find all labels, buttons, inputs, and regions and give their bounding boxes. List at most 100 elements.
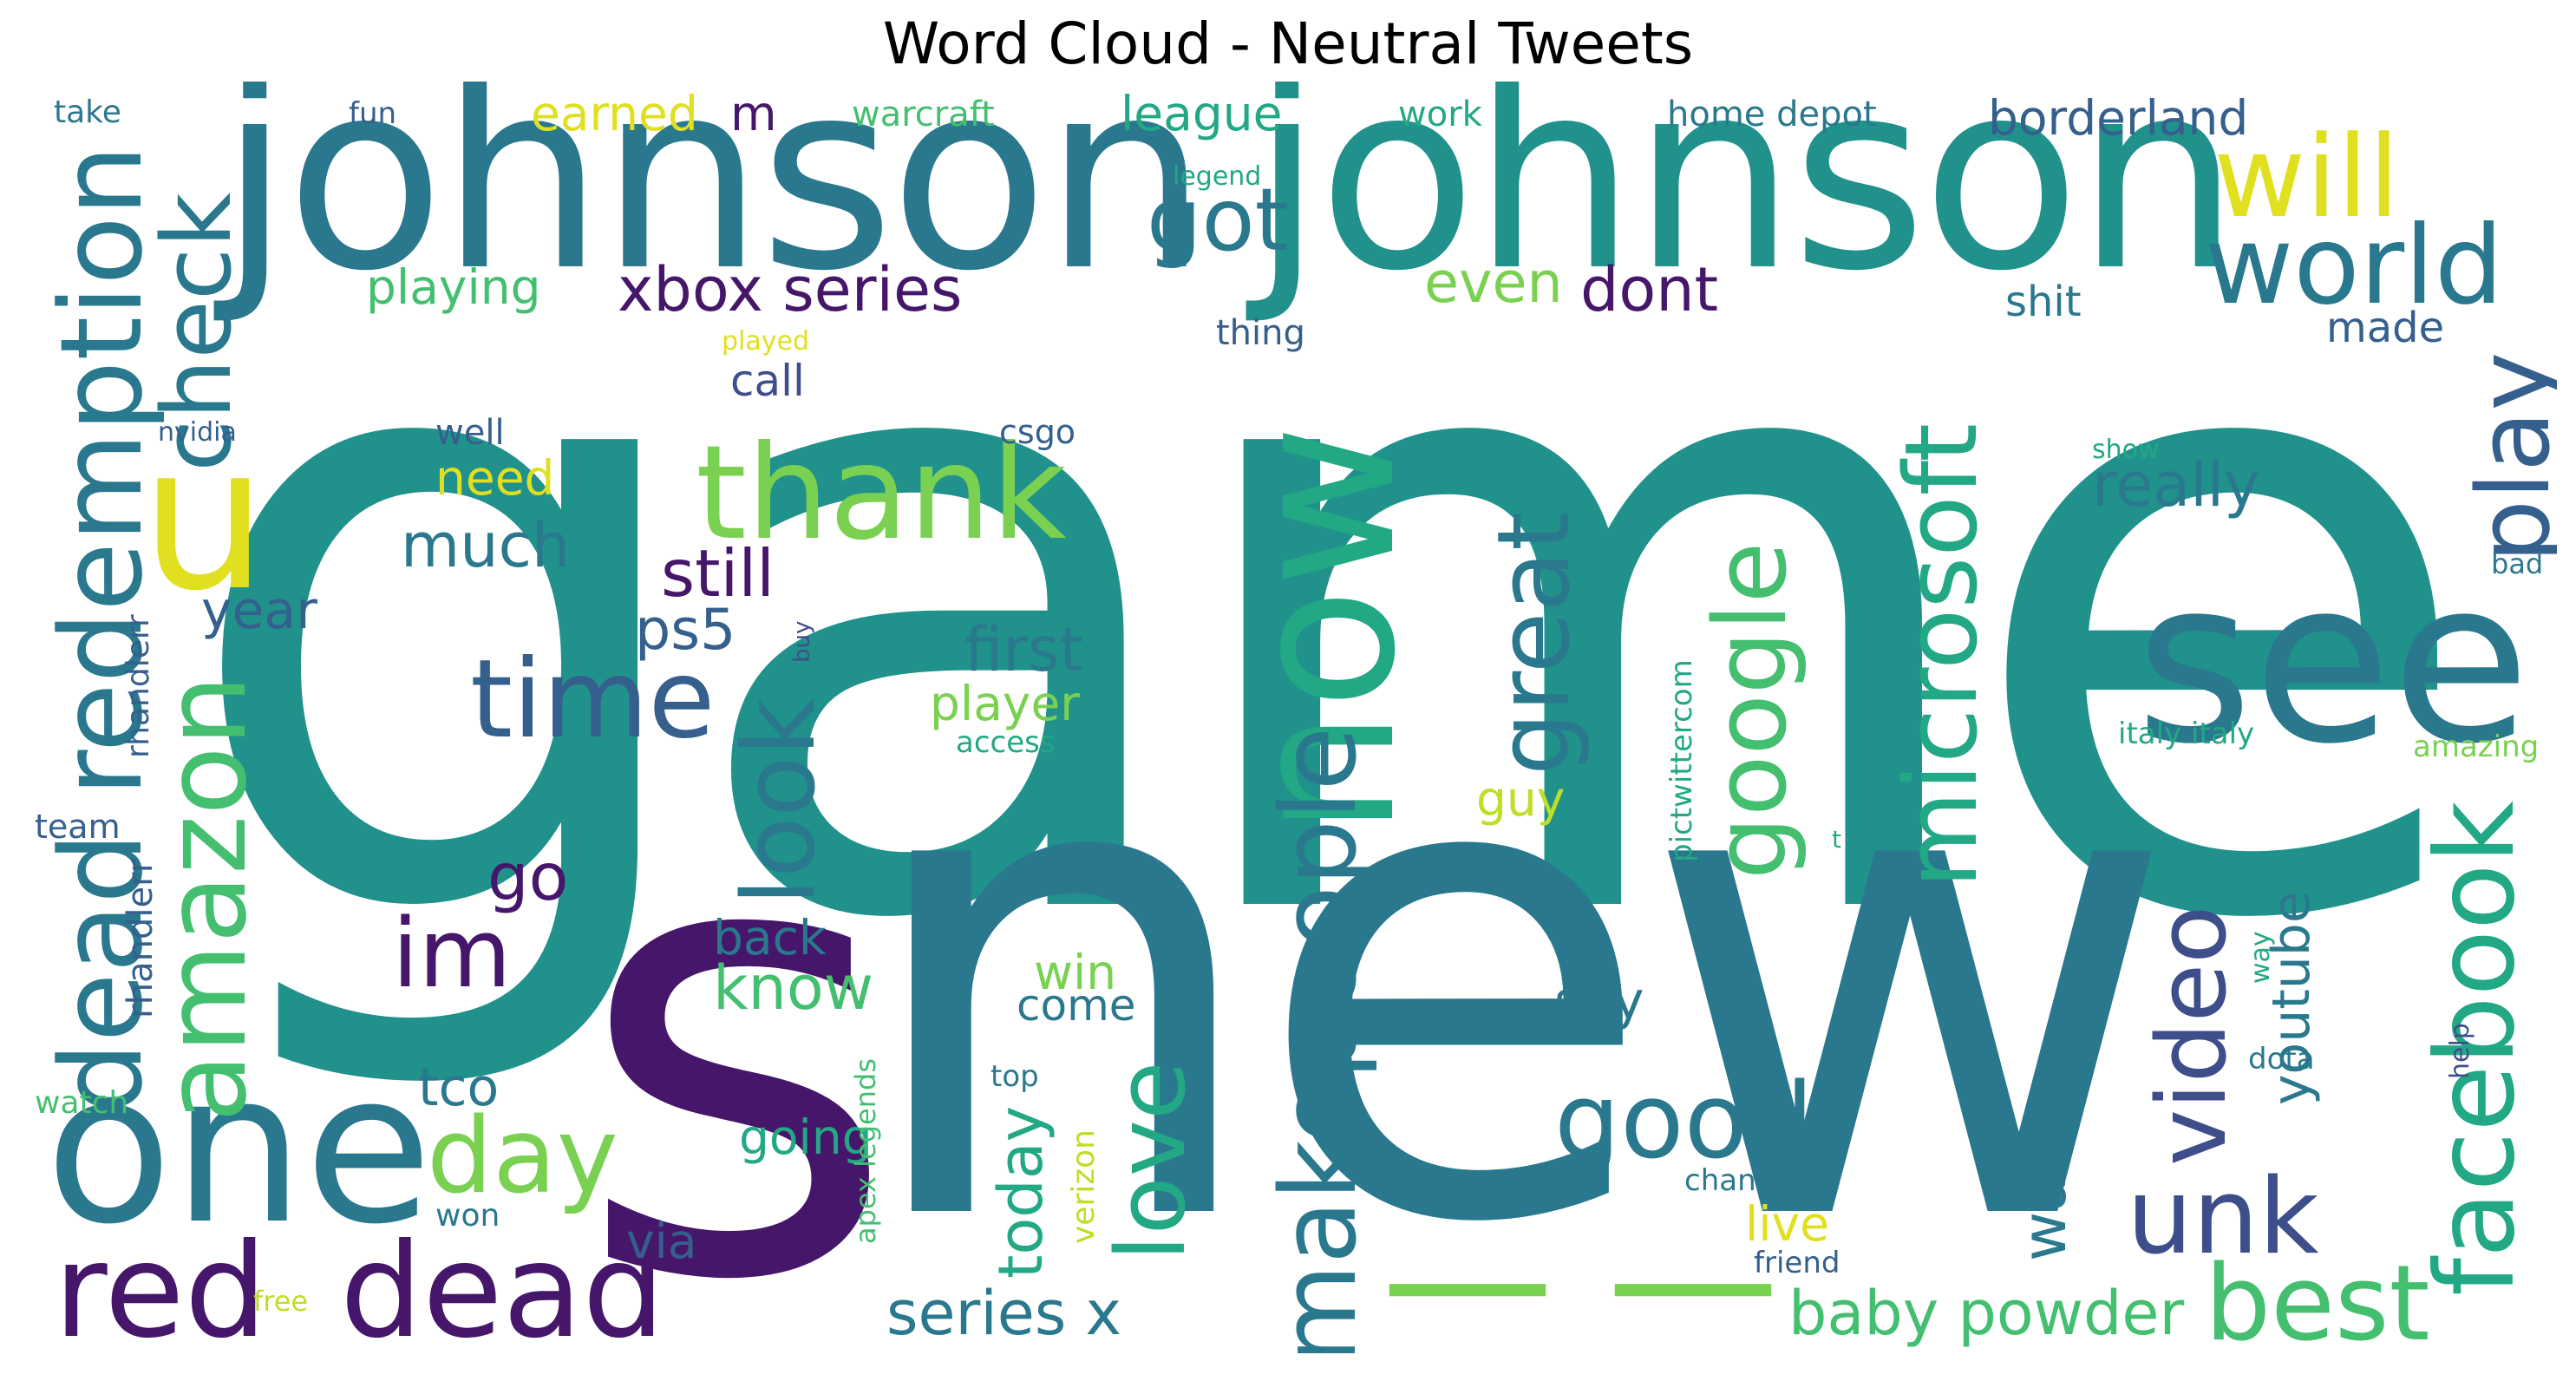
word-world: world <box>2205 203 2504 329</box>
word-day: day <box>427 1096 618 1217</box>
word-league: league <box>1121 86 1283 141</box>
word-dead: dead <box>340 1216 665 1353</box>
word-even: even <box>1424 251 1563 316</box>
word-dash-right: — <box>1606 1177 1780 1354</box>
word-want: want <box>2009 1112 2080 1261</box>
word-help: help <box>2445 1023 2475 1079</box>
word-johnson-right: johnson <box>1251 82 2240 328</box>
word-go: go <box>487 839 569 915</box>
word-first: first <box>964 614 1083 685</box>
word-shit: shit <box>2005 278 2082 326</box>
word-live: live <box>1745 1196 1829 1252</box>
word-way: way <box>2246 931 2276 984</box>
word-t: t <box>1832 825 1841 854</box>
word-look: look <box>722 697 838 906</box>
word-one: one <box>45 1027 433 1270</box>
word-dash-left: — <box>1381 1177 1554 1354</box>
word-much: much <box>401 510 571 581</box>
word-playing: playing <box>366 259 541 315</box>
word-amazing: amazing <box>2413 730 2540 764</box>
word-tco: tco <box>418 1057 500 1118</box>
word-say: say <box>1554 971 1644 1031</box>
word-free: free <box>253 1285 309 1318</box>
word-johnson-left: johnson <box>219 82 1208 328</box>
word-watch: watch <box>35 1085 129 1121</box>
word-bad: bad <box>2491 547 2544 580</box>
word-xbox-series: xbox series <box>618 254 963 325</box>
word-thing: thing <box>1216 313 1305 353</box>
word-play: play <box>2456 351 2557 563</box>
word-guy: guy <box>1476 771 1566 827</box>
word-video: video <box>2136 905 2247 1166</box>
word-won: won <box>435 1198 500 1234</box>
chart-title: Word Cloud - Neutral Tweets <box>882 10 1694 77</box>
word-rhandlerr-b: rhandlerr <box>121 614 156 758</box>
word-legend: legend <box>1173 161 1262 192</box>
word-warcraft: warcraft <box>852 95 995 134</box>
word-baby-powder: baby powder <box>1788 1278 2185 1349</box>
word-know: know <box>713 952 873 1024</box>
word-well: well <box>435 413 505 453</box>
word-fun: fun <box>349 96 397 131</box>
word-got: got <box>1147 169 1289 271</box>
word-earned: earned <box>531 86 698 141</box>
word-played: played <box>722 326 810 357</box>
word-work: work <box>1398 95 1482 134</box>
word-come: come <box>1017 980 1136 1031</box>
word-win: win <box>1034 945 1117 1000</box>
word-going: going <box>739 1109 873 1165</box>
word-top: top <box>991 1059 1039 1094</box>
word-love: love <box>1095 1061 1206 1261</box>
word-great: great <box>1476 511 1592 776</box>
word-apex-legends: apex legends <box>849 1058 882 1244</box>
word-m: m <box>730 86 777 141</box>
word-game: game <box>175 115 2482 1105</box>
word-thank: thank <box>696 418 1067 569</box>
word-time: time <box>470 637 716 762</box>
word-chance: chance <box>1684 1163 1791 1198</box>
word-csgo: csgo <box>999 413 1076 451</box>
word-home-depot: home depot <box>1667 95 1877 134</box>
word-good: good <box>1554 1062 1814 1182</box>
word-nvidia: nvidia <box>158 417 237 448</box>
word-rhandlerr-a: rhandlerr <box>121 858 160 1018</box>
word-really: really <box>2092 449 2260 520</box>
word-friend: friend <box>1754 1246 1840 1280</box>
word-facebook: facebook <box>2413 801 2539 1296</box>
word-show: show <box>2092 435 2160 465</box>
word-unk: unk <box>2127 1157 2319 1278</box>
word-dota: dota <box>2248 1042 2315 1077</box>
word-will: will <box>2213 111 2400 243</box>
word-u: u <box>141 403 267 635</box>
word-best: best <box>2205 1244 2430 1354</box>
word-series-x: series x <box>886 1278 1121 1349</box>
word-new: new <box>852 600 2180 1353</box>
word-team: team <box>35 808 121 846</box>
word-made: made <box>2326 304 2445 352</box>
word-dont: dont <box>1580 254 1719 325</box>
word-today: today <box>985 1105 1056 1279</box>
word-borderland: borderland <box>1988 90 2249 146</box>
word-im: im <box>392 898 512 1009</box>
word-call: call <box>730 356 805 406</box>
word-still: still <box>661 535 775 612</box>
word-take: take <box>54 95 121 130</box>
word-pictwittercom: pictwittercom <box>1664 659 1699 862</box>
word-need: need <box>435 450 555 506</box>
word-buy: buy <box>789 620 815 663</box>
word-makepeople: makepeople <box>1259 726 1380 1353</box>
word-cloud: game new s johnson johnson one now see u… <box>19 82 2557 1353</box>
word-italy-italy: italy italy <box>2118 717 2255 751</box>
word-via: via <box>626 1214 697 1269</box>
word-ps5: ps5 <box>635 598 736 663</box>
word-year: year <box>201 580 317 641</box>
word-see: see <box>2135 532 2531 794</box>
word-player: player <box>930 676 1080 731</box>
word-access: access <box>956 725 1056 760</box>
word-s: s <box>574 690 900 1353</box>
word-microsoft: microsoft <box>1884 422 2000 888</box>
word-amazon: amazon <box>140 674 271 1122</box>
word-red: red <box>54 1216 267 1353</box>
word-back: back <box>713 910 827 965</box>
word-google: google <box>1693 541 1809 880</box>
